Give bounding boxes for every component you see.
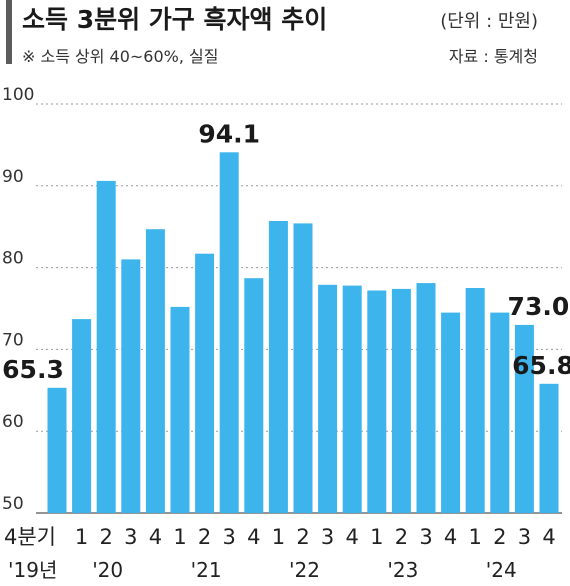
title-accent-bar [6, 0, 12, 64]
bar [244, 278, 264, 513]
bar [367, 290, 387, 513]
x-year-label: '22 [289, 558, 320, 582]
chart-note: ※ 소득 상위 40~60%, 실질 [22, 47, 218, 66]
x-year-label: '20 [92, 558, 123, 582]
x-year-label: '21 [191, 558, 222, 582]
bar [121, 259, 141, 513]
y-tick-label: 90 [2, 167, 24, 187]
bar [342, 285, 362, 513]
bar [219, 152, 239, 514]
x-category-label: 1 [272, 525, 285, 549]
bar [96, 180, 116, 513]
bar [416, 283, 436, 513]
x-category-label: 1 [75, 525, 88, 549]
bar [441, 312, 461, 513]
data-label: 65.3 [2, 355, 64, 384]
x-category-label: 3 [518, 525, 531, 549]
y-tick-label: 100 [2, 85, 34, 105]
x-category-label: 2 [395, 525, 408, 549]
x-category-label: 4 [346, 525, 359, 549]
x-category-label: 1 [469, 525, 482, 549]
x-category-label: 4 [149, 525, 162, 549]
bar [268, 221, 288, 513]
x-year-label: '23 [387, 558, 418, 582]
bar [145, 229, 165, 513]
data-label: 65.8 [512, 351, 570, 380]
bar [539, 383, 559, 513]
x-category-label: 1 [370, 525, 383, 549]
bar [318, 284, 338, 513]
x-category-label: 2 [198, 525, 211, 549]
x-category-label: 3 [124, 525, 137, 549]
x-year-label: '19년 [8, 558, 57, 582]
bar [490, 312, 510, 513]
bar [47, 387, 67, 513]
y-tick-label: 70 [2, 330, 24, 350]
x-category-label: 2 [493, 525, 506, 549]
data-label: 73.0 [508, 292, 570, 321]
x-category-label: 4 [542, 525, 555, 549]
bar [391, 288, 411, 513]
x-category-label: 3 [321, 525, 334, 549]
bar [170, 306, 190, 513]
source-label: 자료 : 통계청 [449, 47, 538, 66]
x-category-label: 3 [223, 525, 236, 549]
x-category-label: 2 [296, 525, 309, 549]
chart-title: 소득 3분위 가구 흑자액 추이 [22, 5, 327, 34]
x-year-label: '24 [486, 558, 517, 582]
x-category-label: 4 [444, 525, 457, 549]
unit-label: (단위 : 만원) [440, 11, 538, 32]
bar [514, 324, 534, 513]
x-category-label: 4분기 [4, 525, 56, 549]
x-category-label: 1 [173, 525, 186, 549]
x-category-label: 2 [100, 525, 113, 549]
x-category-label: 3 [419, 525, 432, 549]
y-tick-label: 80 [2, 249, 24, 269]
y-tick-label: 60 [2, 412, 24, 432]
bar [465, 288, 485, 513]
bar [195, 253, 215, 513]
x-category-label: 4 [247, 525, 260, 549]
data-label: 94.1 [198, 119, 260, 148]
y-tick-label: 50 [2, 494, 24, 514]
bar [293, 223, 313, 513]
bar [72, 319, 92, 513]
